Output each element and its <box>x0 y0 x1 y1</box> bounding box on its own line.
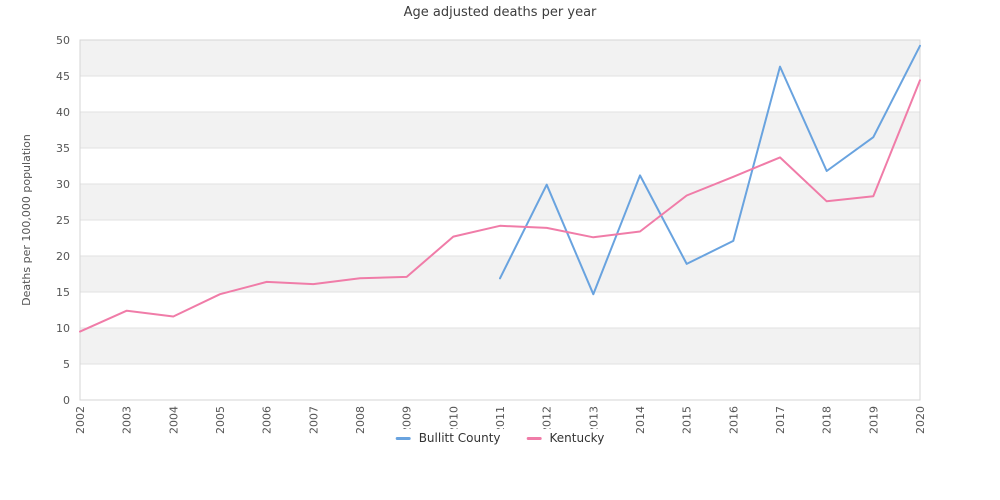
series-line-kentucky <box>79 79 921 333</box>
x-tick-label: 2016 <box>727 406 740 434</box>
x-tick-label: 2013 <box>587 406 600 434</box>
y-tick-label: 10 <box>56 322 70 335</box>
legend-label-kentucky: Kentucky <box>549 431 605 445</box>
x-tick-label: 2017 <box>774 406 787 434</box>
legend-item-bullitt-county[interactable]: Bullitt County <box>395 431 501 445</box>
plot-band <box>80 112 920 148</box>
y-tick-label: 25 <box>56 214 70 227</box>
x-tick-label: 2009 <box>401 406 414 434</box>
x-tick-label: 2008 <box>354 406 367 434</box>
x-tick-label: 2006 <box>261 406 274 434</box>
x-tick-label: 2014 <box>634 406 647 434</box>
x-tick-label: 2002 <box>74 406 87 434</box>
y-tick-label: 15 <box>56 286 70 299</box>
x-tick-label: 2012 <box>541 406 554 434</box>
x-tick-label: 2019 <box>867 406 880 434</box>
plot-band <box>80 256 920 292</box>
x-tick-label: 2004 <box>167 406 180 434</box>
x-tick-label: 2010 <box>447 406 460 434</box>
y-axis-title: Deaths per 100,000 population <box>20 134 33 306</box>
y-tick-label: 30 <box>56 178 70 191</box>
plot-border <box>79 39 921 401</box>
y-tick-label: 20 <box>56 250 70 263</box>
bullitt-county-line-marker-icon <box>395 436 411 440</box>
y-tick-label: 45 <box>56 70 70 83</box>
x-tick-label: 2007 <box>307 406 320 434</box>
plot-band <box>80 328 920 364</box>
series-line-bullitt-county <box>499 44 921 296</box>
y-tick-label: 35 <box>56 142 70 155</box>
y-tick-label: 5 <box>63 358 70 371</box>
plot-band <box>80 40 920 76</box>
chart-title: Age adjusted deaths per year <box>403 5 597 20</box>
y-tick-label: 50 <box>56 34 70 47</box>
y-tick-label: 40 <box>56 106 70 119</box>
x-tick-label: 2015 <box>681 406 694 434</box>
x-tick-label: 2005 <box>214 406 227 434</box>
legend-label-bullitt-county: Bullitt County <box>418 431 501 445</box>
legend-item-kentucky[interactable]: Kentucky <box>526 431 605 445</box>
x-tick-label: 2020 <box>914 406 927 434</box>
x-tick-label: 2003 <box>121 406 134 434</box>
x-tick-label: 2018 <box>821 406 834 434</box>
y-tick-label: 0 <box>63 394 70 407</box>
kentucky-line-marker-icon <box>526 436 542 440</box>
legend: Bullitt County Kentucky <box>385 429 615 447</box>
plot-band <box>80 184 920 220</box>
x-tick-label: 2011 <box>494 406 507 434</box>
